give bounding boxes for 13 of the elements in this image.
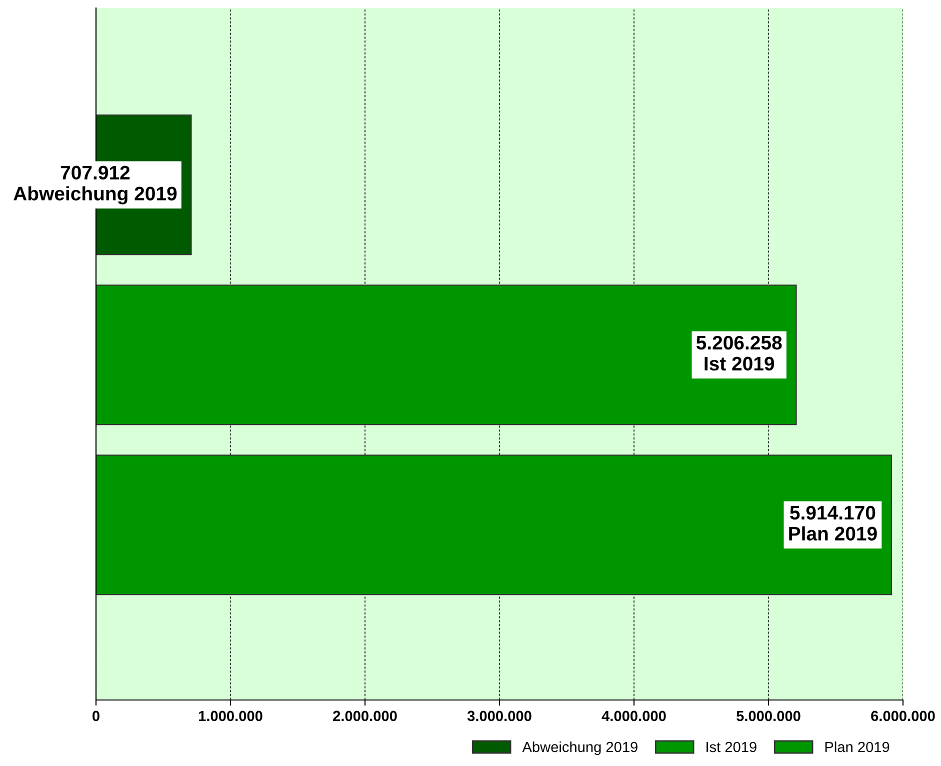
x-tick-label: 5.000.000: [736, 710, 800, 722]
x-tick-label: 6.000.000: [871, 710, 935, 722]
x-tick-label: 1.000.000: [198, 710, 262, 722]
x-tick-label: 0: [92, 710, 100, 722]
x-tick-label: 3.000.000: [467, 710, 532, 722]
x-tick-label: 4.000.000: [602, 710, 666, 722]
data-label: 707.912 Abweichung 2019: [14, 166, 177, 204]
legend-label: Plan 2019: [825, 741, 890, 752]
data-label: 5.206.258 Ist 2019: [696, 336, 782, 371]
legend-label: Ist 2019: [706, 742, 756, 752]
data-label: 5.914.170 Plan 2019: [789, 506, 877, 541]
legend-label: Abweichung 2019: [522, 741, 638, 756]
x-tick-label: 2.000.000: [333, 710, 397, 722]
